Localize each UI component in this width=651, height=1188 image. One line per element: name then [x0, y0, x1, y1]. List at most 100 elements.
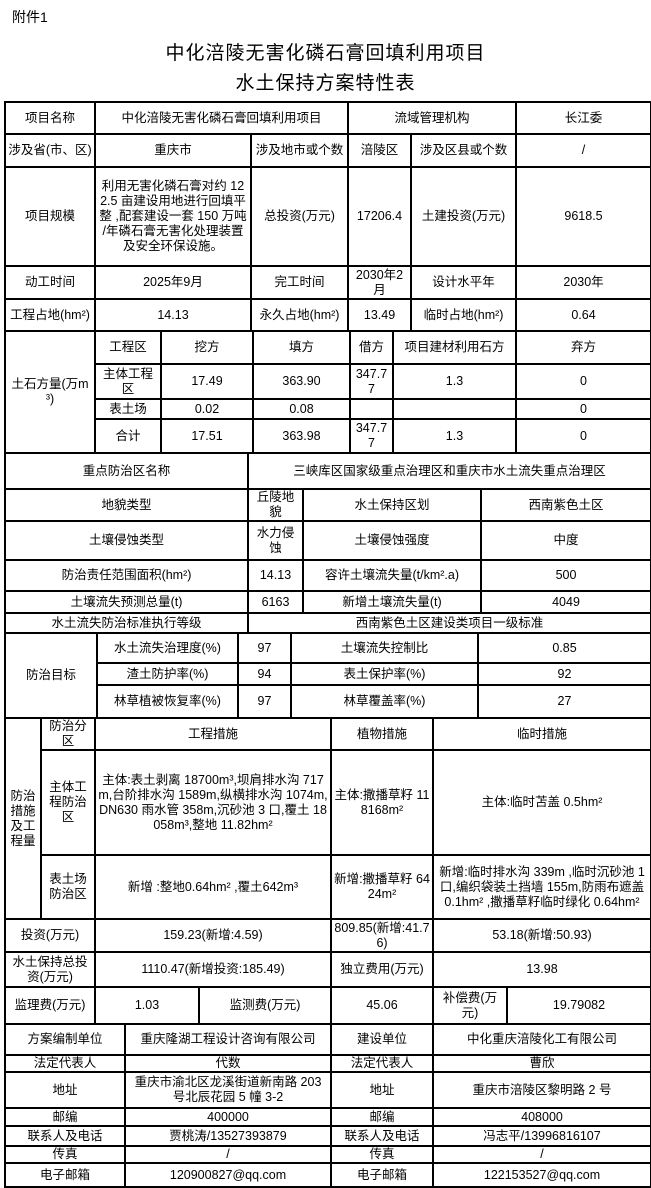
earthwork-stone: 1.3: [392, 418, 517, 455]
section-key-zone: 重点防治区名称 三峡库区国家级重点治理区和重庆市水土流失重点治理区: [4, 452, 651, 491]
earthwork-borrow: 347.77: [349, 418, 394, 455]
contact-label: 地址: [4, 1071, 126, 1110]
project-name-label: 项目名称: [4, 101, 96, 136]
earthwork-label: 土石方量(万m³): [4, 330, 96, 455]
standard-value: 西南紫色土区建设类项目一级标准: [247, 612, 651, 635]
contact-value: 408000: [432, 1107, 651, 1128]
table-row: 表土场 0.02 0.08 0: [5, 398, 651, 421]
attachment-label: 附件1: [12, 9, 48, 25]
city-value: 涪陵区: [347, 133, 413, 169]
table-row: 渣土防护率(%) 94 表土保护率(%) 92: [5, 662, 651, 687]
design-year-value: 2030年: [515, 265, 651, 301]
responsibility-area-value: 14.13: [247, 559, 304, 593]
earthwork-header-borrow: 借方: [349, 330, 394, 366]
invest-label: 投资(万元): [4, 918, 96, 954]
contact-value: 120900827@qq.com: [124, 1162, 332, 1188]
contact-label: 法定代表人: [330, 1054, 434, 1074]
independent-cost-label: 独立费用(万元): [330, 951, 434, 989]
contact-value: /: [432, 1145, 651, 1165]
measures-temp-header: 临时措施: [432, 717, 651, 752]
province-value: 重庆市: [94, 133, 252, 169]
scale-description: 利用无害化磷石膏对约 122.5 亩建设用地进行回填平整 ,配套建设一套 150…: [94, 166, 252, 268]
county-label: 涉及区县或个数: [410, 133, 518, 169]
earthwork-borrow: [349, 398, 394, 421]
monitoring-fee-value: 45.06: [330, 986, 434, 1026]
start-date-value: 2025年9月: [94, 265, 252, 301]
target-left-value: 94: [237, 662, 292, 687]
earthwork-cut: 0.02: [160, 398, 254, 421]
target-left-value: 97: [237, 632, 292, 665]
erosion-intensity-value: 中度: [480, 520, 651, 562]
target-right-label: 林草覆盖率(%): [290, 684, 479, 720]
total-swc-investment-label: 水土保持总投资(万元): [4, 951, 96, 989]
swc-region-label: 水土保持区划: [302, 488, 482, 523]
measures-plant: 新增:撒播草籽 6424m²: [330, 854, 434, 921]
measures-zone: 表土场防治区: [40, 854, 96, 921]
contact-label: 传真: [4, 1145, 126, 1165]
target-right-label: 土壤流失控制比: [290, 632, 479, 665]
earthwork-header-cut: 挖方: [160, 330, 254, 366]
contact-value: 代数: [124, 1054, 332, 1074]
allowable-loss-value: 500: [480, 559, 651, 593]
finish-date-value: 2030年2月: [347, 265, 413, 301]
contact-label: 联系人及电话: [330, 1125, 434, 1148]
invest-engineering-value: 159.23(新增:4.59): [94, 918, 332, 954]
design-year-label: 设计水平年: [410, 265, 518, 301]
permanent-area-value: 13.49: [347, 298, 413, 333]
section-fees: 监理费(万元) 1.03 监测费(万元) 45.06 补偿费(万元) 19.79…: [4, 986, 651, 1026]
compensation-fee-value: 19.79082: [506, 986, 651, 1026]
new-loss-value: 4049: [480, 590, 651, 615]
contact-label: 地址: [330, 1071, 434, 1110]
contact-label: 法定代表人: [4, 1054, 126, 1074]
contact-value: 贾桃涛/13527393879: [124, 1125, 332, 1148]
target-right-value: 27: [477, 684, 651, 720]
earthwork-zone: 主体工程区: [94, 363, 162, 401]
table-row: 合计 17.51 363.98 347.77 1.3 0: [5, 418, 651, 455]
builder-value: 中化重庆涪陵化工有限公司: [432, 1023, 651, 1057]
earthwork-fill: 363.98: [252, 418, 351, 455]
earthwork-borrow: 347.77: [349, 363, 394, 401]
swc-region-value: 西南紫色土区: [480, 488, 651, 523]
predicted-loss-label: 土壤流失预测总量(t): [4, 590, 249, 615]
earthwork-header-spoil: 弃方: [515, 330, 651, 366]
landform-value: 丘陵地貌: [247, 488, 304, 523]
contact-value: 重庆市渝北区龙溪街道新南路 203 号北辰花园 5 幢 3-2: [124, 1071, 332, 1110]
project-name-value: 中化涪陵无害化磷石膏回填利用项目: [93, 101, 350, 136]
occupied-area-label: 工程占地(hm²): [4, 298, 96, 333]
builder-label: 建设单位: [330, 1023, 434, 1057]
table-row: 主体工程区 17.49 363.90 347.77 1.3 0: [5, 363, 651, 401]
section-earthwork: 土石方量(万m³) 工程区 挖方 填方 借方 项目建材利用石方 弃方 主体工程区…: [4, 330, 651, 455]
table-row: 表土场防治区 新增 :整地0.64hm² ,覆土642m³ 新增:撒播草籽 64…: [5, 854, 651, 921]
measures-zone: 主体工程防治区: [40, 749, 96, 857]
contact-value: 400000: [124, 1107, 332, 1128]
section-measures: 防治措施及工程量 防治分区 工程措施 植物措施 临时措施 主体工程防治区 主体:…: [4, 717, 651, 921]
contact-value: 122153527@qq.com: [432, 1162, 651, 1188]
compensation-fee-label: 补偿费(万元): [432, 986, 508, 1026]
earthwork-cut: 17.51: [160, 418, 254, 455]
earthwork-fill: 363.90: [252, 363, 351, 401]
predicted-loss-value: 6163: [247, 590, 304, 615]
landform-label: 地貌类型: [4, 488, 249, 523]
erosion-type-value: 水力侵蚀: [247, 520, 304, 562]
target-left-value: 97: [237, 684, 292, 720]
target-left-label: 水土流失治理度(%): [96, 632, 239, 665]
basin-authority-label: 流域管理机构: [347, 101, 518, 136]
measures-engineering: 新增 :整地0.64hm² ,覆土642m³: [94, 854, 332, 921]
invest-plant-value: 809.85(新增:41.76): [330, 918, 434, 954]
earthwork-stone: 1.3: [392, 363, 517, 401]
measures-engineering: 主体:表土剥离 18700m³,坝肩排水沟 717m,台阶排水沟 1589m,纵…: [94, 749, 332, 857]
earthwork-spoil: 0: [515, 363, 651, 401]
occupied-area-value: 14.13: [94, 298, 252, 333]
target-right-label: 表土保护率(%): [290, 662, 479, 687]
total-swc-investment-value: 1110.47(新增投资:185.49): [94, 951, 332, 989]
contact-value: 重庆市涪陵区黎明路 2 号: [432, 1071, 651, 1110]
earthwork-zone: 表土场: [94, 398, 162, 421]
contact-label: 邮编: [4, 1107, 126, 1128]
county-value: /: [515, 133, 651, 169]
designer-value: 重庆隆湖工程设计咨询有限公司: [124, 1023, 332, 1057]
finish-date-label: 完工时间: [249, 265, 350, 301]
contact-label: 邮编: [330, 1107, 434, 1128]
contact-value: 冯志平/13996816107: [432, 1125, 651, 1148]
title-line1: 中化涪陵无害化磷石膏回填利用项目: [165, 43, 486, 64]
civil-investment-value: 9618.5: [515, 166, 651, 268]
